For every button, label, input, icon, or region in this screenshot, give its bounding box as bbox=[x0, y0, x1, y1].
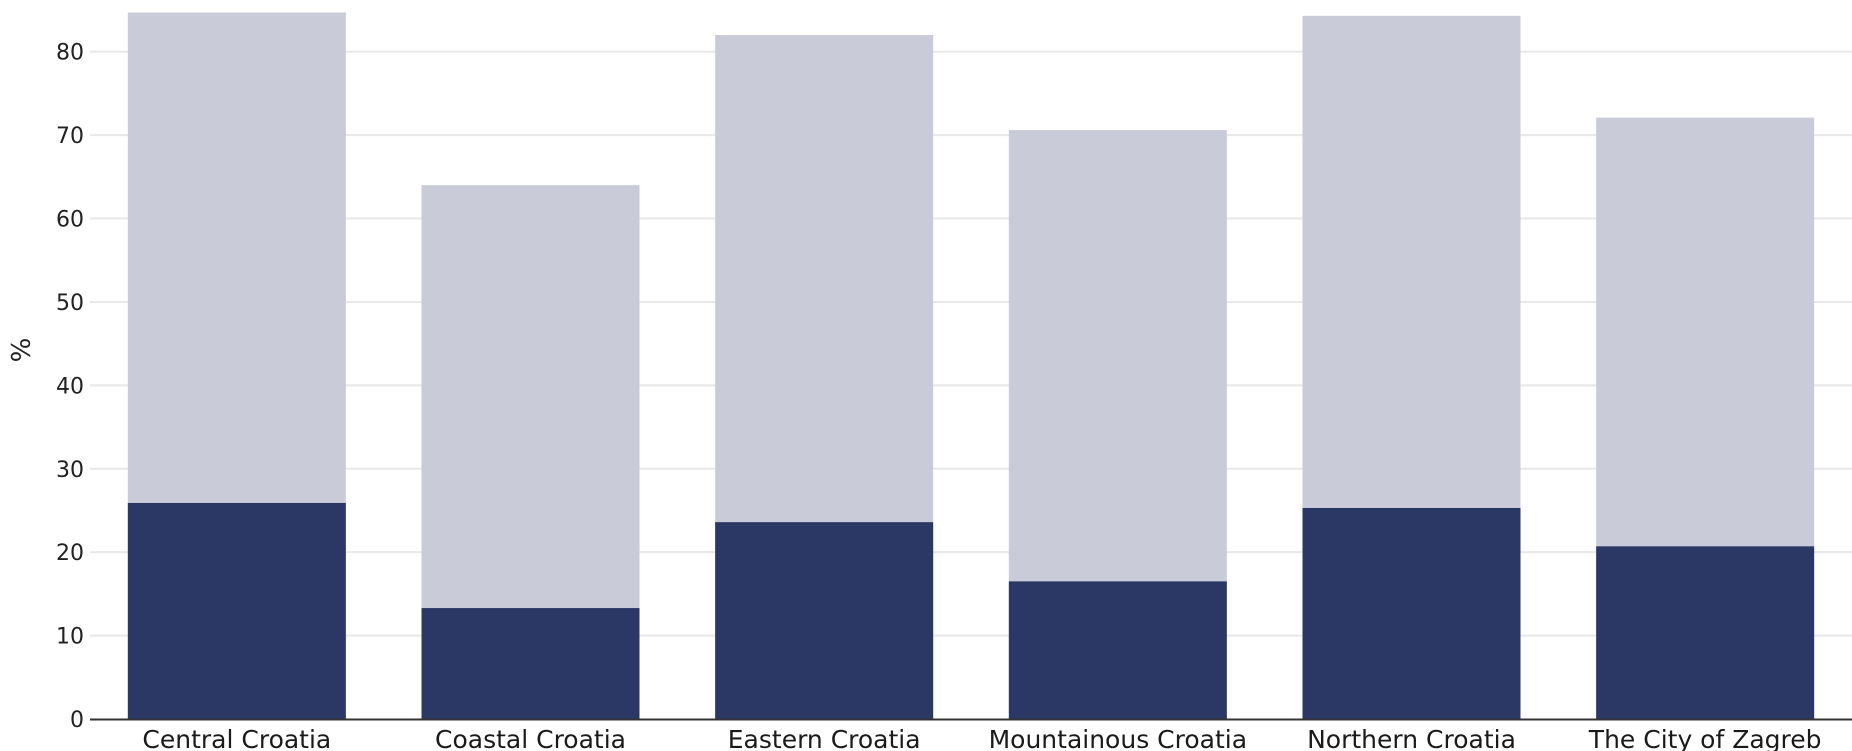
bars bbox=[127, 12, 1815, 720]
y-tick-label: 40 bbox=[56, 374, 84, 399]
bar-series-2 bbox=[421, 608, 640, 719]
x-category-label: Mountainous Croatia bbox=[989, 725, 1247, 751]
x-category-label: The City of Zagreb bbox=[1588, 725, 1822, 751]
x-category-label: Central Croatia bbox=[142, 725, 331, 751]
bar-series-2 bbox=[715, 522, 934, 719]
x-category-label: Northern Croatia bbox=[1307, 725, 1516, 751]
y-tick-label: 80 bbox=[56, 41, 84, 66]
gridlines bbox=[90, 50, 1852, 637]
y-axis-title: % bbox=[7, 338, 37, 363]
y-tick-label: 30 bbox=[56, 458, 84, 483]
y-tick-label: 60 bbox=[56, 208, 84, 233]
bar-series-2 bbox=[127, 502, 346, 719]
y-tick-label: 50 bbox=[56, 291, 84, 316]
axes: 0 10 20 30 40 50 60 70 80 Central Croatia Coastal … bbox=[56, 41, 1852, 751]
bar-series-2 bbox=[1596, 546, 1815, 719]
x-category-label: Coastal Croatia bbox=[435, 725, 626, 751]
y-tick-label: 20 bbox=[56, 541, 84, 566]
y-tick-label: 0 bbox=[70, 708, 84, 733]
bar-series-2 bbox=[1008, 581, 1227, 719]
bar-series-2 bbox=[1302, 507, 1521, 719]
y-tick-label: 70 bbox=[56, 124, 84, 149]
x-category-label: Eastern Croatia bbox=[728, 725, 921, 751]
y-tick-label: 10 bbox=[56, 625, 84, 650]
